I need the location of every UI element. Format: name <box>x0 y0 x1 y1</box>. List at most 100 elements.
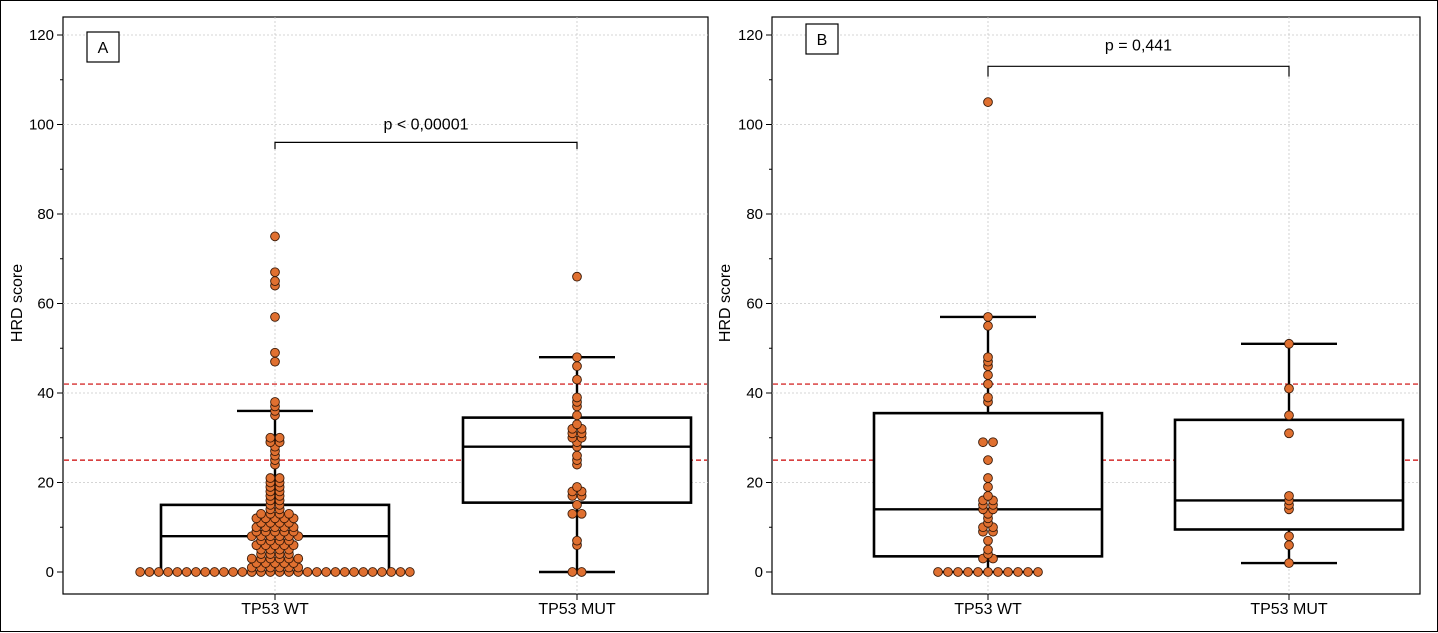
data-point <box>219 567 229 577</box>
data-point <box>978 437 988 448</box>
data-point <box>1284 338 1294 349</box>
data-point <box>983 379 993 389</box>
data-point <box>377 567 387 577</box>
y-tick-label: 20 <box>37 475 54 492</box>
data-point <box>358 567 369 577</box>
data-point <box>1284 558 1294 568</box>
data-point <box>284 508 294 519</box>
panel-b-category-labels: TP53 WT TP53 MUT <box>954 594 1328 618</box>
panel-a-frame <box>62 16 709 595</box>
data-point <box>237 567 248 577</box>
y-tick-label: 20 <box>746 475 763 492</box>
panel-a-y-axis: 0 20 40 60 80 100 120 <box>29 27 63 581</box>
data-point <box>572 450 582 461</box>
data-point <box>993 567 1003 577</box>
data-point <box>265 432 276 443</box>
data-point <box>163 567 173 577</box>
data-point <box>983 567 993 577</box>
y-tick-label: 40 <box>746 385 763 402</box>
data-point <box>265 473 276 483</box>
category-label: TP53 MUT <box>538 601 616 618</box>
data-point <box>270 347 280 358</box>
data-point <box>153 567 164 577</box>
panel-a-y-axis-label: HRD score <box>9 264 26 342</box>
panel-a-category-labels: TP53 WT TP53 MUT <box>241 594 616 618</box>
data-point <box>228 567 239 577</box>
data-point <box>312 567 322 577</box>
panel-a-label: A <box>98 40 109 57</box>
data-point <box>1284 410 1294 421</box>
panel-a-p-value: p < 0,00001 <box>384 116 469 133</box>
y-tick-label: 60 <box>746 296 763 313</box>
data-point <box>1013 567 1023 577</box>
panel-a-boxes <box>159 356 693 574</box>
panel-b: 0 20 40 60 80 100 120 TP53 WT TP53 MUT p = 0,44… <box>717 16 1421 618</box>
category-label: TP53 WT <box>241 601 309 618</box>
panel-b-points <box>933 97 1294 577</box>
y-tick-label: 120 <box>29 27 54 44</box>
data-point <box>270 231 280 242</box>
data-point <box>386 567 397 577</box>
panel-b-label: B <box>817 32 828 49</box>
panel-a-points <box>135 231 587 577</box>
panel-b-frame <box>771 16 1421 595</box>
data-point <box>191 567 201 577</box>
data-point <box>983 97 993 107</box>
data-point <box>572 392 582 403</box>
data-point <box>567 567 578 577</box>
data-point <box>270 356 280 367</box>
panel-b-bracket <box>987 65 1290 77</box>
panel-a-bracket <box>274 141 578 150</box>
y-tick-label: 80 <box>746 206 763 223</box>
data-point <box>1284 540 1294 551</box>
panel-a-reference-lines <box>64 383 707 461</box>
panel-b-label-box <box>805 23 839 55</box>
data-point <box>321 567 332 577</box>
data-point <box>246 553 257 564</box>
panel-b-significance: p = 0,441 <box>987 37 1290 77</box>
y-tick-label: 100 <box>738 117 763 134</box>
data-point <box>270 397 280 407</box>
panel-b-boxes <box>872 315 1405 574</box>
data-point <box>256 508 266 519</box>
data-point <box>983 544 993 555</box>
data-point <box>983 455 993 465</box>
data-point <box>274 473 285 483</box>
data-point <box>1033 567 1043 577</box>
y-tick-label: 0 <box>46 564 54 581</box>
data-point <box>983 482 993 492</box>
data-point <box>567 508 578 519</box>
data-point <box>983 473 993 483</box>
data-point <box>135 567 146 577</box>
data-point <box>181 567 192 577</box>
data-point <box>349 567 359 577</box>
data-point <box>172 567 183 577</box>
data-point <box>953 567 963 577</box>
data-point <box>983 312 993 322</box>
data-point <box>576 508 587 519</box>
panel-a-significance: p < 0,00001 <box>274 116 578 150</box>
data-point <box>973 567 983 577</box>
panel-a-label-box <box>86 31 120 63</box>
data-point <box>270 276 280 286</box>
y-tick-label: 120 <box>738 27 763 44</box>
data-point <box>576 567 587 577</box>
data-point <box>572 482 582 492</box>
data-point <box>983 321 993 331</box>
data-point <box>293 553 304 564</box>
data-point <box>572 535 582 546</box>
data-point <box>144 567 155 577</box>
y-tick-label: 0 <box>755 564 763 581</box>
panel-b-p-value: p = 0,441 <box>1105 37 1172 54</box>
data-point <box>943 567 953 577</box>
data-point <box>572 361 582 372</box>
y-tick-label: 100 <box>29 117 54 134</box>
data-point <box>274 432 285 443</box>
category-label: TP53 MUT <box>1250 601 1328 618</box>
data-point <box>572 374 582 385</box>
y-tick-label: 80 <box>37 206 54 223</box>
panel-a: 0 20 40 60 80 100 120 TP53 WT TP53 MUT p < 0,00… <box>9 16 709 618</box>
data-point <box>302 567 313 577</box>
data-point <box>572 419 582 430</box>
